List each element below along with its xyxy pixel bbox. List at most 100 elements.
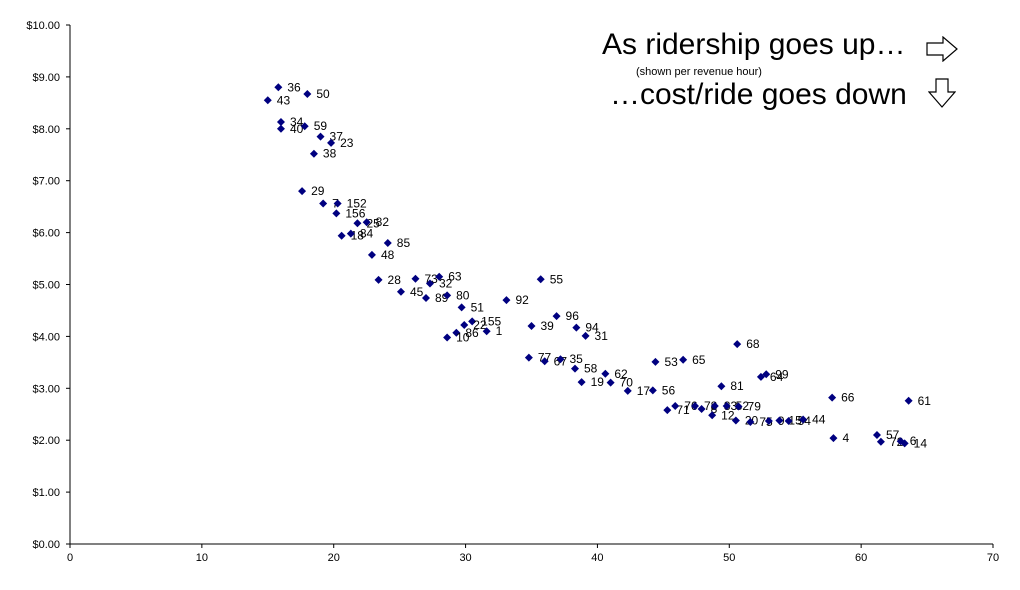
data-point-label: 48 <box>381 248 395 262</box>
data-point: 66 <box>828 391 855 405</box>
data-point-marker <box>276 118 285 127</box>
data-point-label: 79 <box>748 399 762 413</box>
data-point-marker <box>828 393 837 402</box>
data-point-marker <box>396 287 405 296</box>
data-point: 4 <box>829 431 849 445</box>
data-point-marker <box>552 312 561 321</box>
data-point-marker <box>829 434 838 443</box>
data-point-marker <box>367 250 376 259</box>
data-point: 85 <box>383 236 410 250</box>
data-point-marker <box>362 218 371 227</box>
y-tick-label: $9.00 <box>32 72 60 84</box>
data-point: 73 <box>411 272 438 286</box>
data-point-marker <box>316 132 325 141</box>
headline-cost: …cost/ride goes down <box>610 78 907 111</box>
data-point: 57 <box>872 428 900 442</box>
data-point-label: 57 <box>886 428 900 442</box>
data-point-marker <box>775 416 784 425</box>
data-point-label: 28 <box>388 273 402 287</box>
y-tick-label: $0.00 <box>32 539 60 551</box>
data-point-label: 38 <box>323 147 337 161</box>
data-point-label: 35 <box>570 352 584 366</box>
data-point-marker <box>577 378 586 387</box>
data-point-marker <box>411 274 420 283</box>
data-point-marker <box>572 323 581 332</box>
data-point-label: 96 <box>566 309 580 323</box>
data-point-label: 15 <box>788 413 802 427</box>
data-point: 82 <box>362 215 389 229</box>
data-point: 55 <box>536 272 564 286</box>
data-point: 155 <box>468 314 502 328</box>
data-point-marker <box>733 340 742 349</box>
data-point: 89 <box>422 291 449 305</box>
data-point-marker <box>756 372 765 381</box>
data-point-label: 25 <box>366 216 380 230</box>
data-point: 94 <box>572 321 599 335</box>
data-point: 152 <box>333 197 367 211</box>
data-point-marker <box>263 96 272 105</box>
data-point-label: 66 <box>841 391 855 405</box>
data-point-marker <box>540 357 549 366</box>
data-point-marker <box>422 293 431 302</box>
data-point-marker <box>457 303 466 312</box>
data-point: 20 <box>731 413 759 427</box>
data-point: 86 <box>452 326 479 340</box>
data-point-label: 4 <box>842 431 849 445</box>
data-point-label: 6 <box>910 434 917 448</box>
data-point-label: 29 <box>311 184 325 198</box>
data-point-label: 55 <box>550 272 564 286</box>
data-point-marker <box>460 320 469 329</box>
data-point-label: 39 <box>541 319 555 333</box>
data-point: 77 <box>524 351 552 365</box>
data-point-label: 58 <box>584 362 598 376</box>
data-point-label: 32 <box>439 276 453 290</box>
data-point-marker <box>872 431 881 440</box>
data-point-marker <box>746 418 755 427</box>
data-point: 15 <box>775 413 802 427</box>
data-point-label: 45 <box>410 285 424 299</box>
data-point-marker <box>276 124 285 133</box>
data-point-label: 50 <box>316 87 330 101</box>
data-point-marker <box>443 291 452 300</box>
data-point-marker <box>298 187 307 196</box>
data-point-marker <box>443 333 452 342</box>
data-point: 31 <box>581 329 608 343</box>
data-point: 32 <box>425 276 453 290</box>
headline-subnote: (shown per revenue hour) <box>636 66 762 78</box>
y-tick-label: $10.00 <box>26 20 60 32</box>
x-tick-label: 40 <box>591 552 603 564</box>
data-point-label: 71 <box>676 403 690 417</box>
right-arrow-icon <box>926 36 958 62</box>
y-tick-label: $8.00 <box>32 124 60 136</box>
data-point: 18 <box>337 229 364 243</box>
data-point: 43 <box>263 93 291 107</box>
data-point-label: 53 <box>664 355 678 369</box>
data-points: 3643503440593723382971521562582188485482… <box>263 80 931 450</box>
data-point-marker <box>679 355 688 364</box>
data-point-marker <box>482 327 491 336</box>
data-point: 84 <box>346 227 374 241</box>
tick-labels: $0.00 $1.00 $2.00 $3.00 $4.00 $5.00 $6.00 $7.00… <box>26 20 999 564</box>
data-point-marker <box>527 322 536 331</box>
data-point-label: 43 <box>277 93 291 107</box>
data-point-marker <box>536 275 545 284</box>
data-point-marker <box>319 199 328 208</box>
data-point-marker <box>374 275 383 284</box>
data-point-marker <box>710 401 719 410</box>
data-point-label: 22 <box>473 318 487 332</box>
data-point-marker <box>651 357 660 366</box>
data-point-marker <box>327 138 336 147</box>
y-tick-label: $2.00 <box>32 435 60 447</box>
data-point: 156 <box>332 206 366 220</box>
data-point-marker <box>717 382 726 391</box>
data-point-label: 34 <box>290 115 304 129</box>
data-point-marker <box>346 229 355 238</box>
data-point-label: 94 <box>585 321 599 335</box>
data-point-marker <box>581 331 590 340</box>
data-point-marker <box>300 122 309 131</box>
data-point-label: 10 <box>456 330 470 344</box>
data-point-marker <box>337 231 346 240</box>
data-point: 39 <box>527 319 555 333</box>
data-point: 19 <box>577 375 604 389</box>
data-point-marker <box>556 355 565 364</box>
